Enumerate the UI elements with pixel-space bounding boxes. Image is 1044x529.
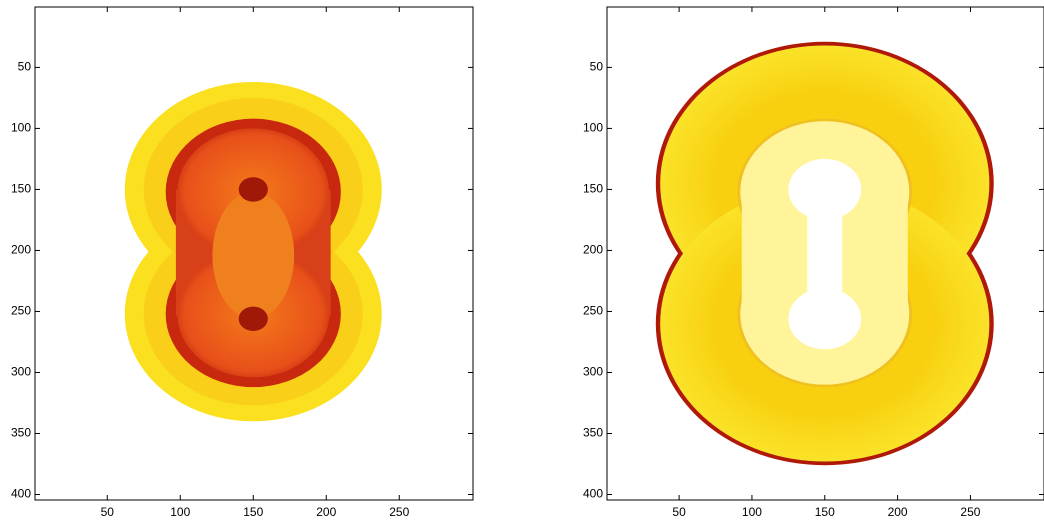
x-tick-label: 150 [815, 505, 835, 519]
node [238, 177, 268, 202]
y-tick-label: 350 [11, 426, 31, 440]
y-tick-label: 100 [11, 121, 31, 135]
x-tick-label: 150 [243, 505, 263, 519]
x-tick-label: 250 [389, 505, 409, 519]
x-tick-label: 100 [742, 505, 762, 519]
axes-frame [606, 6, 1044, 501]
center-oval [212, 191, 295, 319]
axes: 50 100 150 200 250 50 100 150 200 250 300 350 400 [11, 6, 474, 519]
y-tick-label: 100 [583, 121, 603, 135]
x-tick-label: 200 [888, 505, 908, 519]
y-tick-label: 250 [11, 304, 31, 318]
hole [807, 189, 843, 319]
node [238, 306, 268, 331]
x-tick-label: 100 [170, 505, 190, 519]
y-tick-label: 50 [590, 60, 604, 74]
y-tick-label: 350 [583, 426, 603, 440]
y-tick-label: 200 [11, 243, 31, 257]
y-tick-label: 200 [583, 243, 603, 257]
y-tick-label: 300 [583, 365, 603, 379]
image-area [124, 82, 382, 422]
y-tick-label: 300 [11, 365, 31, 379]
y-tick-label: 400 [11, 487, 31, 501]
x-tick-label: 50 [101, 505, 115, 519]
y-tick-label: 250 [583, 304, 603, 318]
image [655, 41, 994, 466]
y-tick-label: 150 [583, 182, 603, 196]
image-area [655, 41, 994, 466]
x-tick-label: 200 [316, 505, 336, 519]
axes-frame [34, 6, 474, 501]
x-tick-label: 50 [672, 505, 686, 519]
image [124, 82, 382, 422]
y-tick-label: 150 [11, 182, 31, 196]
y-tick-label: 50 [18, 60, 32, 74]
axes: 50 100 150 200 250 50 100 150 200 250 300 350 400 [583, 6, 1044, 519]
y-tick-label: 400 [583, 487, 603, 501]
x-tick-label: 250 [960, 505, 980, 519]
